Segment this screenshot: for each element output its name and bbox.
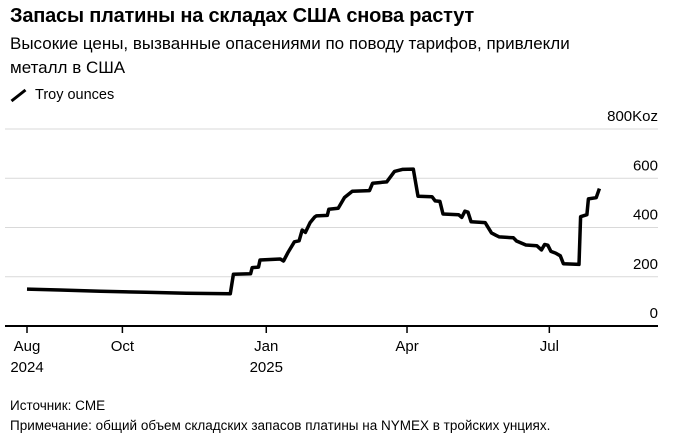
y-axis-label: 0 bbox=[650, 305, 658, 322]
y-axis-label: 200 bbox=[633, 256, 658, 273]
y-axis-label: 800Koz bbox=[607, 108, 658, 125]
x-axis-label: Oct bbox=[111, 338, 135, 355]
x-axis-label: Aug bbox=[14, 338, 41, 355]
x-axis-year-label: 2024 bbox=[10, 359, 43, 376]
chart-subtitle: Высокие цены, вызванные опасениями по по… bbox=[10, 34, 570, 77]
diagonal-line-icon bbox=[10, 88, 27, 102]
plot-area: 0 200 400 600 800Koz Aug 2024 Oct Jan 2025 Apr Jul bbox=[5, 108, 658, 376]
x-axis-label: Jan bbox=[254, 338, 278, 355]
x-axis-label: Jul bbox=[540, 338, 559, 355]
legend-label: Troy ounces bbox=[35, 87, 115, 103]
y-axis-label: 400 bbox=[633, 207, 658, 224]
chart-title: Запасы платины на складах США снова раст… bbox=[10, 5, 474, 27]
footer-note: Примечание: общий объем складских запасо… bbox=[10, 418, 551, 433]
x-axis-label: Apr bbox=[395, 338, 418, 355]
x-axis-year-label: 2025 bbox=[250, 359, 283, 376]
data-line bbox=[26, 167, 602, 296]
legend: Troy ounces bbox=[10, 86, 114, 104]
footer-source: Источник: CME bbox=[10, 398, 106, 413]
footer: Источник: CME Примечание: общий объем ск… bbox=[10, 396, 690, 436]
y-axis-label: 600 bbox=[633, 157, 658, 174]
